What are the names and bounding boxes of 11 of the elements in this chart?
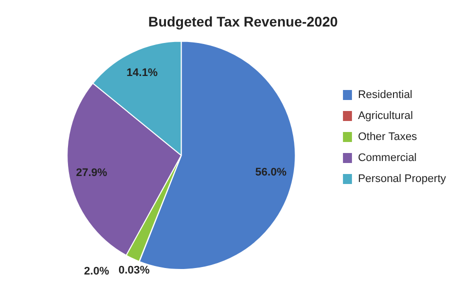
legend-label: Other Taxes xyxy=(358,131,418,144)
legend-label: Agricultural xyxy=(358,110,413,122)
data-label: 14.1% xyxy=(126,66,158,79)
data-label: 2.0% xyxy=(84,265,110,278)
data-label: 27.9% xyxy=(76,166,108,179)
data-label: 0.03% xyxy=(118,264,150,277)
legend-label: Personal Property xyxy=(358,173,446,186)
legend-label: Commercial xyxy=(358,152,417,164)
legend-label: Residential xyxy=(358,89,412,102)
chart-title: Budgeted Tax Revenue-2020 xyxy=(148,13,338,30)
data-label: 56.0% xyxy=(255,166,287,178)
